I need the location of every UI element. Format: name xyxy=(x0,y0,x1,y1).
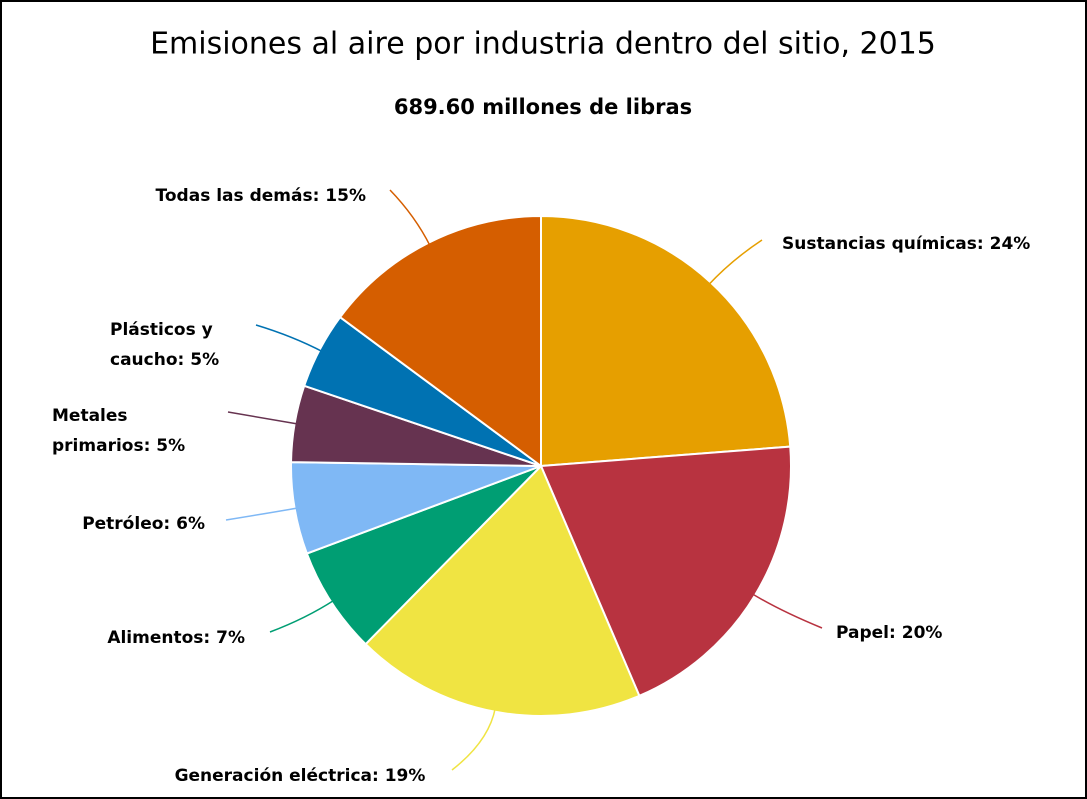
separator: : xyxy=(144,436,157,456)
category-label: Plásticos y caucho xyxy=(110,320,213,370)
category-line: caucho xyxy=(110,350,178,370)
category-label: Petróleo xyxy=(82,514,163,534)
value-label: 6% xyxy=(176,514,205,534)
value-label: 20% xyxy=(902,623,943,643)
category-label: Papel xyxy=(836,623,889,643)
category-label: Sustancias químicas xyxy=(782,234,977,254)
category-label: Alimentos xyxy=(107,628,203,648)
value-label: 15% xyxy=(325,186,366,206)
data-label: Sustancias químicas: 24% xyxy=(782,234,1030,254)
category-line: Plásticos y xyxy=(110,320,213,340)
leader-line xyxy=(751,592,823,629)
value-label: 19% xyxy=(385,766,426,786)
data-label: Metales primarios: 5% xyxy=(52,406,185,456)
separator: : xyxy=(977,234,990,254)
chart-subtitle: 689.60 millones de libras xyxy=(394,95,692,119)
category-label: Todas las demás xyxy=(156,186,313,206)
leader-line xyxy=(225,507,299,521)
value-label: 5% xyxy=(156,436,185,456)
data-label: Petróleo: 6% xyxy=(82,514,205,534)
value-label: 5% xyxy=(190,350,219,370)
chart-title: Emisiones al aire por industria dentro d… xyxy=(150,27,936,62)
leader-line xyxy=(269,599,336,633)
category-label: Generación eléctrica xyxy=(175,766,372,786)
separator: : xyxy=(372,766,385,786)
separator: : xyxy=(203,628,216,648)
separator: : xyxy=(178,350,191,370)
separator: : xyxy=(313,186,326,206)
leader-line xyxy=(255,324,324,353)
category-line: primarios xyxy=(52,436,144,456)
data-label: Papel: 20% xyxy=(836,623,942,643)
value-label: 7% xyxy=(216,628,245,648)
leader-line xyxy=(389,189,432,247)
value-label: 24% xyxy=(990,234,1031,254)
category-label: Metales primarios xyxy=(52,406,144,456)
data-label: Plásticos y caucho: 5% xyxy=(110,320,219,370)
data-label: Todas las demás: 15% xyxy=(156,186,366,206)
separator: : xyxy=(163,514,176,534)
category-line: Metales xyxy=(52,406,128,426)
leader-line xyxy=(451,707,497,771)
data-label: Generación eléctrica: 19% xyxy=(175,766,426,786)
data-label: Alimentos: 7% xyxy=(107,628,245,648)
separator: : xyxy=(889,623,902,643)
leader-line xyxy=(707,239,763,286)
leader-line xyxy=(227,411,299,425)
